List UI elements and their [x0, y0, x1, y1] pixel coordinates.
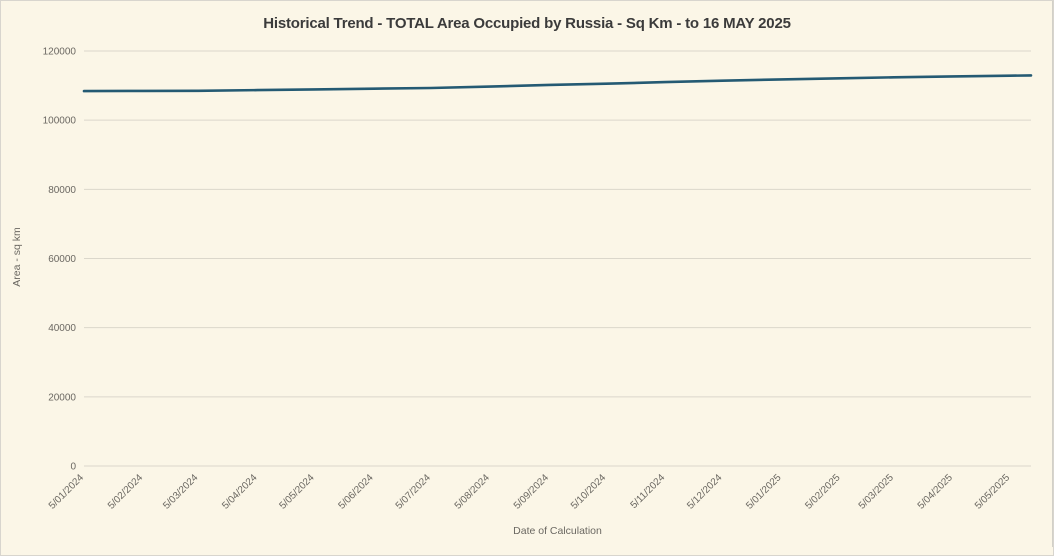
y-tick-label: 100000 [43, 116, 77, 127]
x-tick-label: 5/03/2025 [857, 472, 897, 512]
x-tick-label: 5/05/2024 [277, 472, 317, 512]
y-tick-label: 20000 [48, 392, 76, 403]
trend-line [82, 74, 1033, 93]
y-tick-label: 0 [70, 462, 76, 473]
y-axis-title: Area - sq km [11, 227, 23, 287]
x-tick-label: 5/05/2025 [973, 472, 1013, 512]
y-tick-label: 120000 [43, 47, 77, 58]
y-tick-label: 60000 [48, 254, 76, 265]
x-tick-label: 5/12/2024 [685, 472, 725, 512]
x-tick-label: 5/01/2024 [47, 472, 87, 512]
x-tick-label: 5/02/2024 [106, 472, 146, 512]
y-tick-label: 80000 [48, 185, 76, 196]
x-tick-label: 5/06/2024 [337, 472, 377, 512]
x-axis-title: Date of Calculation [513, 525, 602, 537]
x-tick-label: 5/04/2025 [916, 472, 956, 512]
x-tick-label: 5/10/2024 [569, 472, 609, 512]
x-tick-label: 5/11/2024 [629, 472, 668, 511]
x-tick-label: 5/01/2025 [744, 472, 784, 512]
y-tick-label: 40000 [48, 323, 76, 334]
x-tick-label: 5/07/2024 [394, 472, 434, 512]
x-tick-label: 5/08/2024 [453, 472, 493, 512]
x-tick-label: 5/09/2024 [512, 472, 552, 512]
chart-title: Historical Trend - TOTAL Area Occupied b… [263, 15, 791, 32]
x-tick-label: 5/03/2024 [161, 472, 201, 512]
x-tick-label: 5/04/2024 [220, 472, 260, 512]
x-tick-label: 5/02/2025 [803, 472, 843, 512]
right-border-line [1052, 1, 1053, 547]
